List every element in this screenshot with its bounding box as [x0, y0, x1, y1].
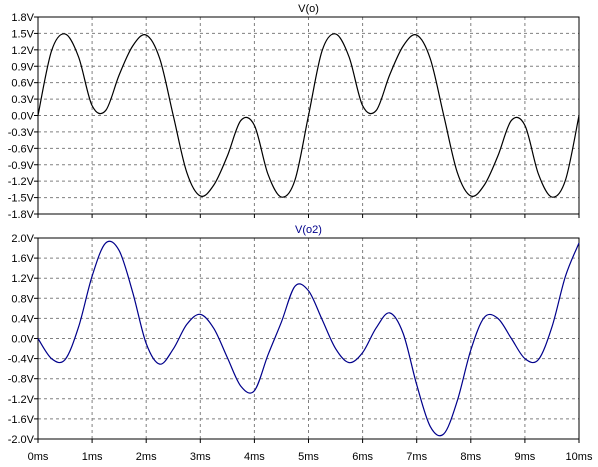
v-o2-trace — [37, 240, 580, 437]
v-o-title: V(o) — [298, 3, 319, 15]
v-o-trace — [37, 33, 580, 198]
v-o-y-tick-label: -1.2V — [8, 176, 35, 188]
x-tick-label: 6ms — [352, 451, 373, 463]
v-o-y-tick-label: 1.8V — [11, 12, 34, 24]
v-o2-title: V(o2) — [295, 224, 322, 236]
x-tick-label: 4ms — [244, 451, 265, 463]
v-o-y-tick-label: 1.2V — [11, 45, 34, 57]
v-o-pane[interactable]: V(o) 1.8V 1.5V 1.2V 0.9V 0.6V 0.3V 0.0V -0.3V -0.… — [8, 3, 580, 221]
v-o2-y-tick-label: -0.8V — [8, 374, 35, 386]
v-o-y-tick-label: -1.8V — [8, 209, 35, 221]
v-o-y-tick-label: -0.9V — [8, 160, 35, 172]
v-o2-y-tick-label: 0.8V — [11, 293, 34, 305]
x-tick-label: 8ms — [460, 451, 481, 463]
v-o2-y-tick-label: -2.0V — [8, 434, 35, 446]
x-tick-label: 2ms — [136, 451, 157, 463]
x-tick-label: 9ms — [515, 451, 536, 463]
v-o-y-tick-label: 0.6V — [11, 78, 34, 90]
v-o2-y-tick-label: 1.6V — [11, 253, 34, 265]
x-tick-label: 1ms — [82, 451, 103, 463]
v-o2-y-tick-label: -1.2V — [8, 394, 35, 406]
v-o-y-tick-label: 1.5V — [11, 28, 34, 40]
x-tick-label: 5ms — [298, 451, 319, 463]
x-tick-label: 0ms — [28, 451, 49, 463]
v-o2-y-tick-label: -0.4V — [8, 354, 35, 366]
x-tick-label: 7ms — [406, 451, 427, 463]
v-o-y-tick-label: 0.0V — [11, 111, 34, 123]
v-o-y-tick-label: -1.5V — [8, 193, 35, 205]
v-o-y-tick-label: 0.9V — [11, 61, 34, 73]
v-o2-y-tick-label: 0.4V — [11, 313, 34, 325]
v-o-y-tick-label: -0.6V — [8, 143, 35, 155]
v-o2-y-tick-label: 0.0V — [11, 334, 34, 346]
v-o-y-tick-label: -0.3V — [8, 127, 35, 139]
x-tick-label: 10ms — [566, 451, 593, 463]
v-o2-pane[interactable]: V(o2) 2.0V 1.6V 1.2V 0.8V 0.4V 0.0V -0.4V -0.8V -… — [8, 224, 593, 463]
v-o2-y-tick-label: 2.0V — [11, 233, 34, 245]
v-o-y-tick-label: 0.3V — [11, 94, 34, 106]
v-o2-y-tick-label: 1.2V — [11, 273, 34, 285]
x-tick-label: 3ms — [190, 451, 211, 463]
v-o2-y-tick-label: -1.6V — [8, 414, 35, 426]
